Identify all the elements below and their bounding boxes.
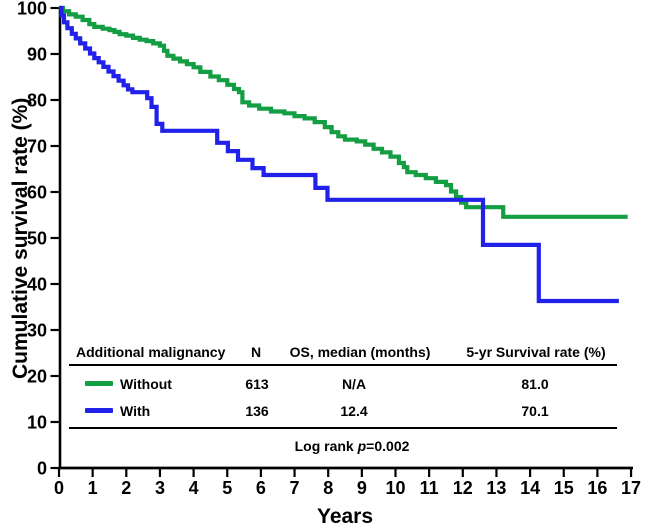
table-header-n: N <box>250 344 262 360</box>
row-label-with: With <box>120 403 151 419</box>
row-n-without: 613 <box>245 376 269 392</box>
table-header-5yr: 5-yr Survival rate (%) <box>466 344 606 360</box>
x-tick-label: 4 <box>189 478 199 498</box>
without-line-swatch <box>85 381 113 386</box>
y-axis-title: Cumulative survival rate (%) <box>9 97 32 379</box>
y-tick-label: 60 <box>27 183 47 203</box>
km-curve-with <box>59 5 619 304</box>
x-tick-label: 11 <box>420 478 439 498</box>
x-tick-label: 3 <box>155 478 165 498</box>
y-tick-label: 70 <box>27 137 47 157</box>
y-tick-label: 0 <box>37 459 47 479</box>
table-rule-top <box>69 364 617 366</box>
table-header-group: Additional malignancy <box>76 344 226 360</box>
x-tick-label: 17 <box>621 478 641 498</box>
logrank-text: Log rank p=0.002 <box>295 438 410 454</box>
table-rule-bottom <box>69 427 617 429</box>
row-os-without: N/A <box>341 376 367 392</box>
x-tick-label: 5 <box>222 478 232 498</box>
logrank-prefix: Log rank <box>294 438 358 454</box>
x-tick-label: 14 <box>520 478 540 498</box>
y-tick-label: 20 <box>27 367 47 387</box>
logrank-p-symbol: p <box>357 438 367 454</box>
with-line-swatch <box>85 408 113 413</box>
y-tick-label: 40 <box>27 275 47 295</box>
row-rate-without: 81.0 <box>521 376 549 392</box>
x-tick-label: 8 <box>323 478 333 498</box>
row-os-with: 12.4 <box>340 403 368 419</box>
x-tick-label: 16 <box>587 478 607 498</box>
y-tick-label: 50 <box>27 229 47 249</box>
y-tick-label: 90 <box>27 45 47 65</box>
table-header-os: OS, median (months) <box>289 344 431 360</box>
y-tick-label: 10 <box>27 413 47 433</box>
x-tick-label: 2 <box>121 478 131 498</box>
x-tick-label: 1 <box>88 478 98 498</box>
row-label-without: Without <box>120 376 172 392</box>
y-tick-label: 30 <box>27 321 47 341</box>
row-n-with: 136 <box>245 403 269 419</box>
logrank-p-value: =0.002 <box>366 438 410 454</box>
x-tick-label: 0 <box>54 478 64 498</box>
x-tick-label: 15 <box>554 478 574 498</box>
x-tick-label: 6 <box>256 478 266 498</box>
x-tick-label: 13 <box>486 478 506 498</box>
x-tick-label: 9 <box>357 478 367 498</box>
x-tick-label: 10 <box>385 478 405 498</box>
row-rate-with: 70.1 <box>521 403 549 419</box>
x-axis-title: Years <box>316 505 374 528</box>
x-tick-label: 7 <box>290 478 300 498</box>
y-tick-label: 80 <box>27 91 47 111</box>
y-tick-label: 100 <box>17 0 47 19</box>
x-tick-label: 12 <box>453 478 473 498</box>
km-curve-without <box>59 5 628 219</box>
